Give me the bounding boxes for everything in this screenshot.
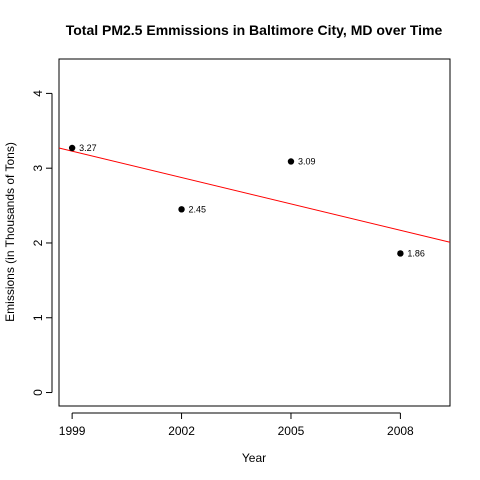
y-tick-label: 3 [31, 165, 45, 172]
y-tick-label: 2 [31, 239, 45, 246]
y-tick-label: 0 [31, 389, 45, 396]
x-tick-label: 2005 [278, 424, 305, 438]
data-label: 3.27 [79, 143, 97, 153]
data-label: 3.09 [298, 156, 316, 166]
data-label: 2.45 [189, 204, 207, 214]
data-label: 1.86 [407, 248, 425, 258]
y-tick-label: 1 [31, 314, 45, 321]
chart-title: Total PM2.5 Emmissions in Baltimore City… [66, 22, 443, 38]
data-labels: 3.27 2.45 3.09 1.86 [79, 143, 425, 258]
y-tick-label: 4 [31, 90, 45, 97]
y-axis: 0 1 2 3 4 [31, 90, 53, 396]
trend-line-group [58, 147, 451, 243]
data-point [68, 144, 76, 152]
data-point [287, 158, 295, 165]
trend-line [58, 147, 451, 243]
x-tick-label: 2008 [387, 424, 414, 438]
plot-frame [58, 58, 451, 407]
x-axis: 1999 2002 2005 2008 [59, 412, 414, 438]
x-tick-label: 2002 [168, 424, 195, 438]
y-axis-title: Emissions (in Thousands of Tons) [3, 142, 17, 322]
x-axis-title: Year [242, 451, 266, 465]
data-point [178, 206, 185, 213]
data-points [68, 144, 404, 257]
x-tick-label: 1999 [59, 424, 86, 438]
data-point [397, 250, 404, 257]
